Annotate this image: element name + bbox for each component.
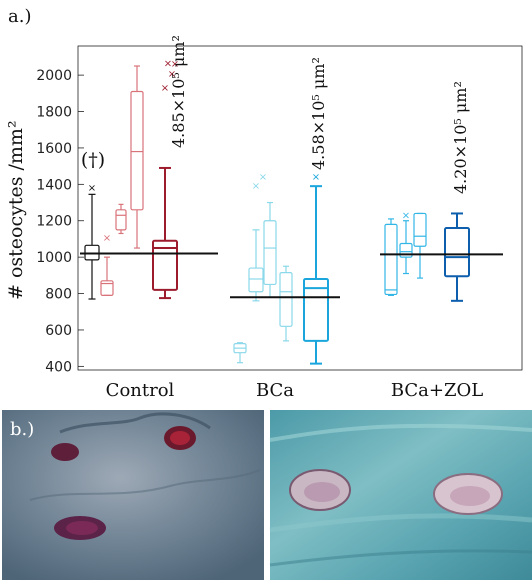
osteocyte-cell (51, 443, 79, 461)
specimen-box (279, 265, 293, 342)
group-bca: ×× × (230, 172, 340, 365)
specimen-box (413, 212, 427, 279)
outlier-marker: × (168, 69, 176, 80)
y-tick-label: 2000 (36, 68, 72, 84)
outlier-marker: × (402, 210, 410, 221)
area-annotation: 4.20×10⁵ μm² (451, 81, 470, 194)
group-box: × (303, 172, 329, 365)
area-annotations: 4.85×10⁵ μm² (†) 4.58×10⁵ μm² 4.20×10⁵ μm² (81, 35, 470, 194)
outlier-marker: × (161, 83, 169, 94)
group-box (444, 212, 470, 302)
box-iqr (263, 220, 277, 286)
specimen-box (115, 203, 127, 235)
specimen-box (130, 65, 144, 249)
outlier-marker: × (103, 233, 111, 244)
dagger-flag: (†) (81, 149, 105, 171)
outlier-marker: × (259, 172, 267, 183)
box-iqr (100, 280, 114, 296)
osteocyte-cell (450, 486, 490, 506)
outlier-marker: × (171, 59, 179, 70)
specimen-box: × (399, 210, 413, 275)
box-iqr (279, 272, 293, 327)
specimen-box: × (100, 233, 114, 296)
y-tick-label: 600 (45, 323, 72, 339)
area-annotation: 4.58×10⁵ μm² (309, 57, 328, 170)
outlier-marker: × (252, 181, 260, 192)
box-plots: ×××××××× ×× (80, 58, 503, 365)
box-iqr (115, 209, 127, 231)
outlier-marker: × (88, 183, 96, 194)
category-label: BCa (256, 380, 294, 401)
plot-area (77, 45, 523, 371)
plot-frame (77, 45, 523, 371)
panel-b-label: b.) (10, 419, 34, 440)
area-annotation: 4.85×10⁵ μm² (169, 35, 188, 148)
y-tick-label: 1400 (36, 177, 72, 193)
box-iqr (130, 90, 144, 211)
box-iqr (303, 277, 329, 342)
specimen-box (384, 218, 398, 296)
tissue-fiber (269, 423, 532, 442)
y-tick-label: 400 (45, 359, 72, 375)
box-iqr (384, 223, 398, 296)
category-label: BCa+ZOL (391, 380, 483, 401)
tissue-fiber (269, 549, 532, 567)
box-iqr (399, 242, 413, 258)
osteocyte-cell (170, 431, 190, 445)
y-tick-label: 1200 (36, 214, 72, 230)
osteocyte-cell (66, 521, 98, 535)
y-tick-label: 800 (45, 287, 72, 303)
panel-a-label: a.) (8, 6, 31, 27)
outlier-marker: × (164, 58, 172, 69)
y-axis-ticks: 400 600 800 1000 1200 1400 1600 1800 2000 (36, 68, 84, 375)
tissue-crack (29, 469, 261, 501)
specimen-box: × (84, 183, 100, 300)
group-bca-zol: × (380, 210, 503, 302)
box-iqr (444, 227, 470, 278)
specimen-box: ×× (248, 172, 267, 302)
y-tick-label: 1600 (36, 141, 72, 157)
micrograph-right (269, 410, 532, 580)
category-label: Control (106, 380, 175, 401)
specimen-box (233, 342, 247, 364)
group-box: ×××× (152, 58, 179, 300)
specimen-box (263, 201, 277, 298)
box-iqr (413, 212, 427, 247)
y-tick-label: 1800 (36, 105, 72, 121)
x-axis-category-labels: Control BCa BCa+ZOL (106, 380, 484, 401)
outlier-marker: × (312, 172, 320, 183)
tissue-crack (59, 412, 211, 434)
micrograph-left: b.) (2, 410, 264, 580)
group-control: ×××××× (80, 58, 218, 300)
osteocyte-cell (304, 482, 340, 502)
y-tick-label: 1000 (36, 250, 72, 266)
box-iqr (152, 239, 178, 291)
y-axis-label: # osteocytes /mm² (5, 120, 27, 300)
tissue-fiber (269, 513, 532, 533)
control-micrograph-background (2, 410, 264, 580)
box-iqr (248, 267, 264, 293)
